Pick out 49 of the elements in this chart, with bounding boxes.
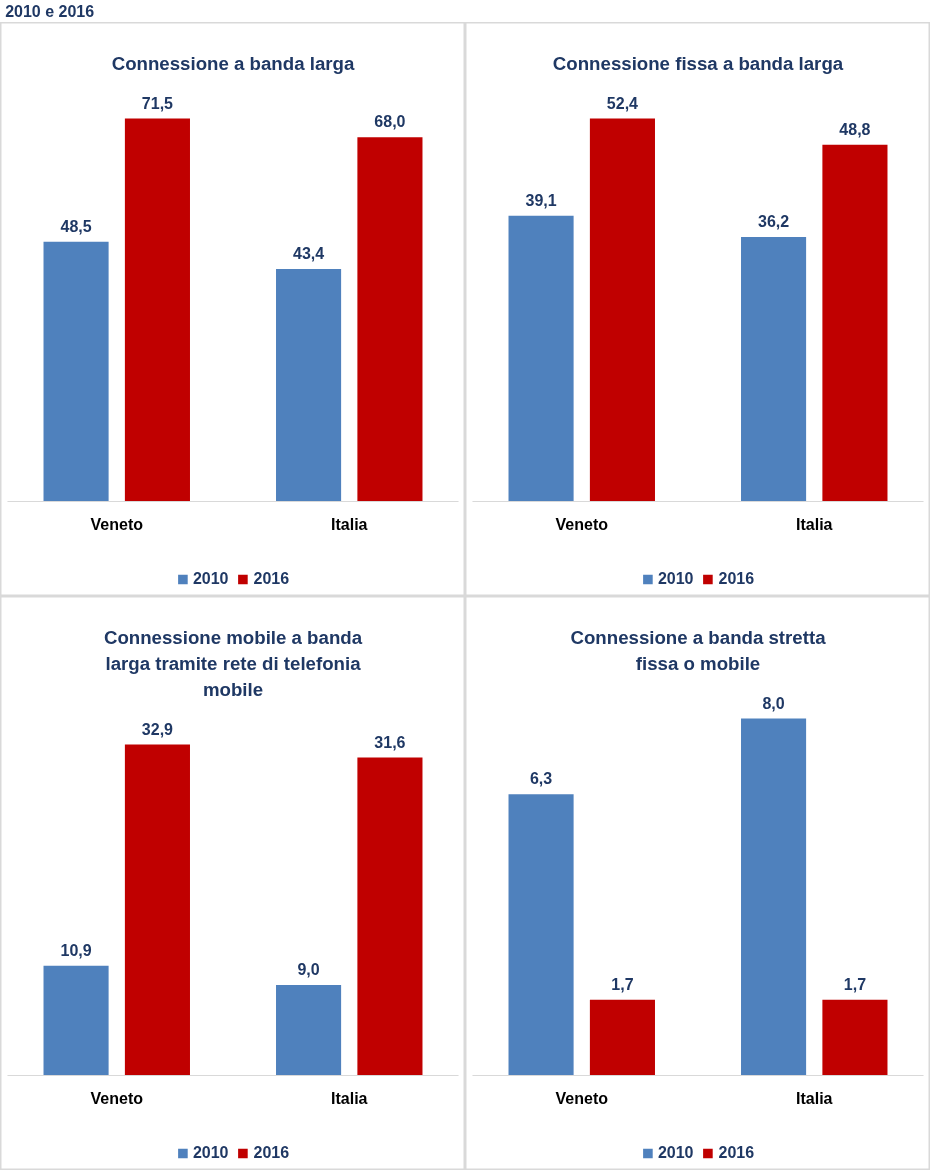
data-label: 52,4 <box>606 94 639 112</box>
x-tick-label: Veneto <box>90 515 144 533</box>
data-label: 1,7 <box>843 975 867 993</box>
text: 2010 e 2016 <box>5 3 95 20</box>
bar <box>43 241 109 502</box>
data-label: 6,3 <box>529 770 553 788</box>
bar <box>276 984 342 1076</box>
data-label: 9,0 <box>297 960 320 978</box>
bar <box>43 965 109 1076</box>
legend-label: 2010 <box>657 1144 694 1162</box>
bar <box>357 757 423 1076</box>
data-label: 68,0 <box>374 113 406 131</box>
x-tick-label: Italia <box>796 515 833 533</box>
bar <box>124 118 190 502</box>
x-tick-label: Veneto <box>555 515 609 533</box>
data-label: 32,9 <box>141 720 174 738</box>
chart-title: Connessione a banda stretta fissa o mobile <box>570 626 827 674</box>
bar <box>822 144 888 502</box>
legend-label: 2016 <box>718 1144 755 1162</box>
bar <box>508 215 574 502</box>
bar <box>741 236 807 502</box>
legend-label: 2016 <box>253 570 290 588</box>
bar <box>276 269 342 502</box>
x-tick-label: Veneto <box>555 1089 609 1107</box>
x-tick-label: Italia <box>331 515 368 533</box>
data-label: 8,0 <box>762 694 785 712</box>
chart-title: Connessione a banda larga <box>111 52 355 74</box>
legend-label: 2016 <box>253 1144 290 1162</box>
bar <box>357 137 423 502</box>
legend-label: 2016 <box>718 570 755 588</box>
x-tick-label: Italia <box>331 1089 368 1107</box>
legend-label: 2010 <box>192 1144 229 1162</box>
chart-title: Connessione fissa a banda larga <box>552 52 844 74</box>
data-label: 36,2 <box>757 212 790 230</box>
bar <box>589 118 655 502</box>
data-label: 43,4 <box>292 245 325 263</box>
x-tick-label: Italia <box>796 1089 833 1107</box>
data-label: 48,5 <box>60 217 92 235</box>
data-label: 39,1 <box>525 191 557 209</box>
data-label: 48,8 <box>839 120 871 138</box>
data-label: 1,7 <box>611 975 634 993</box>
x-tick-label: Veneto <box>90 1089 144 1107</box>
chart-title: Connessione mobile a banda larga tramite rete di telefonia mobile <box>103 626 363 700</box>
legend-label: 2010 <box>192 570 229 588</box>
data-label: 10,9 <box>60 941 92 959</box>
bar <box>124 744 190 1076</box>
data-label: 31,6 <box>374 733 406 751</box>
data-label: 71,5 <box>141 94 174 112</box>
legend-label: 2010 <box>657 570 694 588</box>
